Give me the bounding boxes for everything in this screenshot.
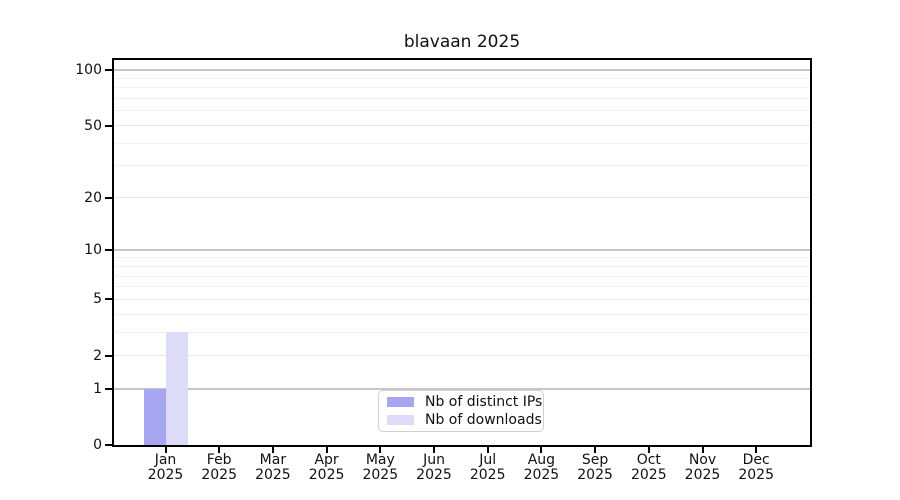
x-tick-label: Sep 2025	[577, 452, 613, 483]
gridline-minor	[114, 87, 810, 89]
x-tick-mark	[218, 447, 221, 453]
plot-area: Nb of distinct IPs Nb of downloads	[112, 58, 812, 447]
legend-item: Nb of downloads	[387, 412, 543, 428]
x-tick-mark	[164, 447, 167, 453]
x-tick-mark	[271, 447, 274, 453]
gridline-minor	[114, 265, 810, 267]
y-tick-mark	[105, 196, 112, 199]
gridline-minor	[114, 257, 810, 259]
gridline-minor	[114, 165, 810, 167]
legend-swatch-nb-of-distinct-ips	[387, 397, 414, 408]
x-tick-label: Oct 2025	[630, 452, 667, 483]
x-tick-mark	[379, 447, 382, 453]
legend-item: Nb of distinct IPs	[387, 394, 543, 410]
y-tick-mark	[105, 298, 112, 301]
gridline-decade	[114, 387, 810, 390]
y-tick-label: 50	[84, 117, 102, 134]
y-tick-label: 5	[93, 291, 102, 308]
y-tick-mark	[105, 354, 112, 357]
legend-swatch-nb-of-downloads	[387, 414, 414, 425]
y-tick-mark	[105, 444, 112, 446]
x-tick-label: Jul 2025	[469, 452, 506, 483]
gridline-minor	[114, 77, 810, 79]
y-tick-label: 100	[75, 62, 102, 78]
x-tick-mark	[755, 447, 758, 453]
gridline-minor	[114, 313, 810, 315]
y-tick-label: 20	[84, 189, 102, 206]
x-tick-mark	[701, 447, 704, 453]
y-tick-mark	[105, 69, 112, 71]
x-tick-mark	[433, 447, 435, 453]
bar-downloads	[165, 332, 188, 445]
y-tick-label: 2	[93, 347, 102, 364]
x-tick-label: Jun 2025	[416, 452, 452, 483]
x-tick-mark	[647, 447, 650, 453]
gridline-decade	[114, 69, 810, 71]
x-tick-label: Mar 2025	[255, 452, 291, 483]
gridline-decade	[114, 249, 810, 252]
x-tick-label: Feb 2025	[201, 452, 237, 483]
gridline-major	[114, 298, 810, 300]
bar-distinct-ips	[143, 388, 166, 445]
gridline-minor	[114, 142, 810, 144]
gridline-major	[114, 355, 810, 357]
gridline-minor	[114, 286, 810, 288]
y-tick-mark	[105, 387, 112, 390]
x-tick-mark	[540, 447, 543, 453]
gridline-minor	[114, 110, 810, 112]
x-tick-label: Jan 2025	[147, 452, 184, 483]
x-tick-mark	[486, 447, 489, 453]
legend: Nb of distinct IPs Nb of downloads	[378, 390, 544, 432]
gridline-minor	[114, 331, 810, 333]
x-tick-mark	[594, 447, 597, 453]
gridline-major	[114, 125, 810, 127]
gridline-minor	[114, 98, 810, 100]
y-tick-label: 1	[93, 380, 102, 397]
legend-label: Nb of downloads	[425, 411, 542, 428]
y-tick-mark	[105, 249, 112, 252]
x-tick-mark	[325, 447, 328, 453]
x-tick-label: May 2025	[362, 452, 399, 483]
x-tick-label: Dec 2025	[738, 452, 774, 483]
gridline-minor	[114, 275, 810, 277]
gridline-major	[114, 197, 810, 199]
chart-title: blavaan 2025	[403, 32, 521, 52]
x-tick-label: Apr 2025	[308, 452, 345, 483]
x-tick-label: Nov 2025	[684, 452, 721, 483]
y-tick-label: 0	[93, 437, 102, 453]
legend-label: Nb of distinct IPs	[425, 394, 543, 411]
y-tick-mark	[105, 124, 112, 127]
x-tick-label: Aug 2025	[523, 452, 560, 483]
y-tick-label: 10	[84, 242, 102, 259]
